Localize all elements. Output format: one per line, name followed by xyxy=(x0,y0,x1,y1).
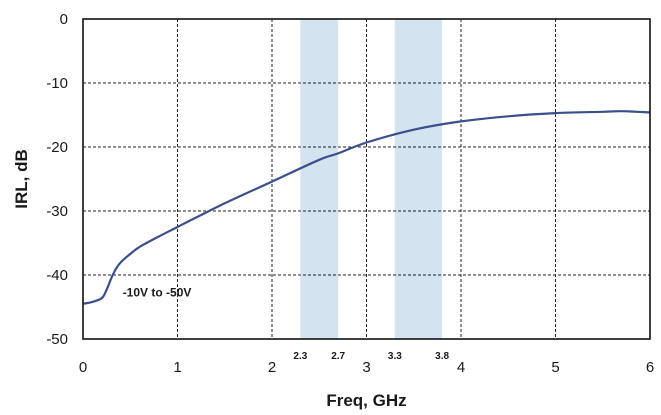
y-tick-label-0: 0 xyxy=(60,11,68,28)
frequency-band-1 xyxy=(394,19,443,339)
band-end-label-0: 2.7 xyxy=(331,351,345,362)
frequency-bands xyxy=(300,19,443,339)
band-start-label-1: 3.3 xyxy=(388,351,402,362)
series-layer xyxy=(82,110,651,305)
series-line-0 xyxy=(82,110,651,305)
band-start-label-0: 2.3 xyxy=(293,351,307,362)
x-tick-label-3: 3 xyxy=(362,359,370,376)
y-tick-label-3: -30 xyxy=(46,203,68,220)
y-tick-labels: 0 -10 -20 -30 -40 -50 xyxy=(46,11,68,348)
y-tick-label-2: -20 xyxy=(46,139,68,156)
grid-lines xyxy=(83,19,650,339)
y-tick-label-5: -50 xyxy=(46,331,68,348)
y-tick-label-4: -40 xyxy=(46,267,68,284)
series-annotation-0: -10V to -50V xyxy=(123,285,192,299)
x-tick-label-6: 6 xyxy=(646,359,654,376)
annotations: -10V to -50V xyxy=(123,285,192,299)
frequency-band-0 xyxy=(300,19,339,339)
x-tick-labels: 0 1 2 3 4 5 6 xyxy=(79,359,654,376)
plot-frame xyxy=(82,18,651,340)
x-tick-label-4: 4 xyxy=(457,359,465,376)
x-tick-label-0: 0 xyxy=(79,359,87,376)
y-tick-label-1: -10 xyxy=(46,75,68,92)
x-tick-label-5: 5 xyxy=(551,359,559,376)
band-labels: 2.3 2.7 3.3 3.8 xyxy=(293,351,449,362)
band-end-label-1: 3.8 xyxy=(435,351,449,362)
x-axis-title: Freq, GHz xyxy=(326,391,406,410)
x-tick-label-1: 1 xyxy=(173,359,181,376)
y-axis-title: IRL, dB xyxy=(12,149,31,209)
x-tick-label-2: 2 xyxy=(268,359,276,376)
